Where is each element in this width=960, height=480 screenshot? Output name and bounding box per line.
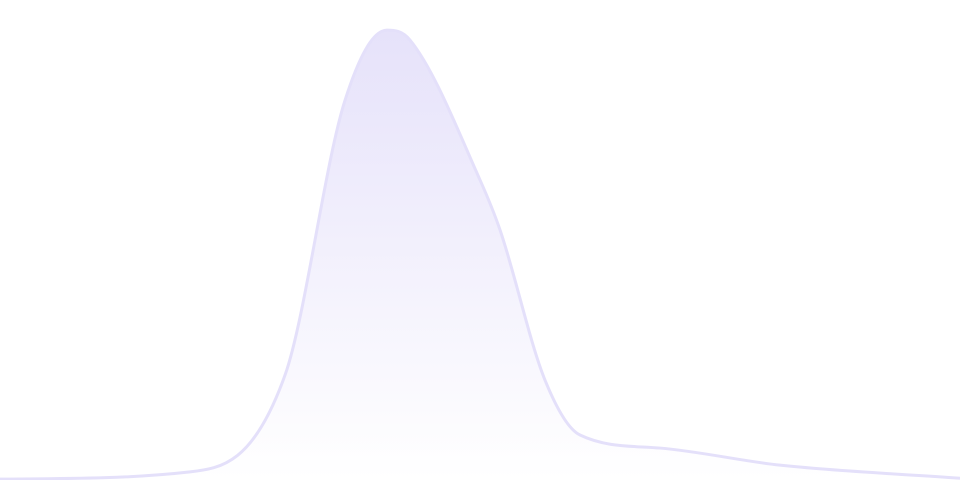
area-fill xyxy=(0,30,960,480)
series-line xyxy=(0,28,960,480)
